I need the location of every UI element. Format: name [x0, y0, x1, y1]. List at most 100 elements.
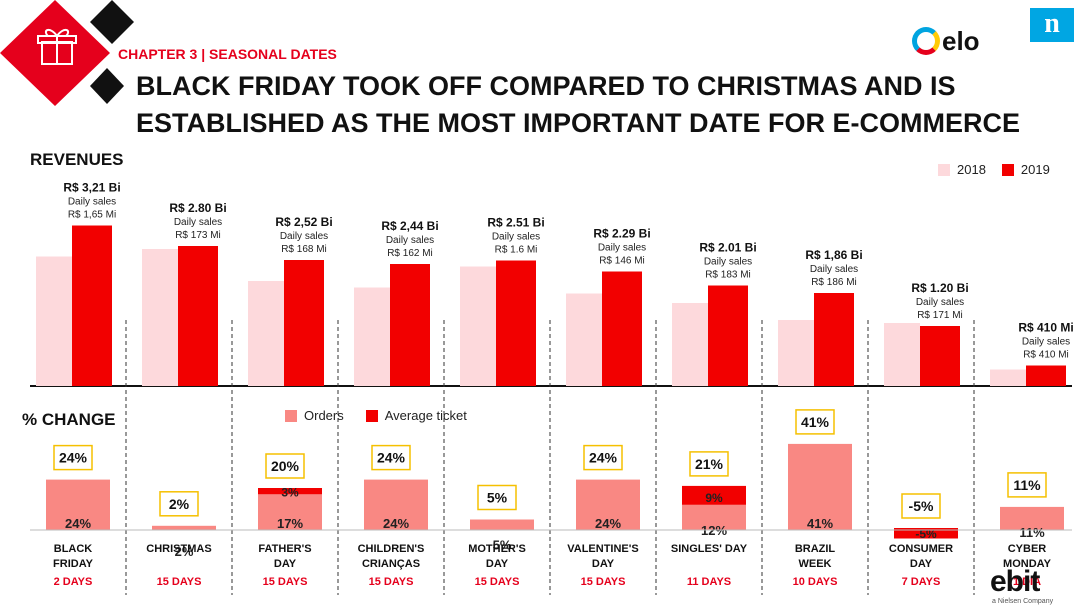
- orders-bar-label: 11%: [1019, 525, 1045, 540]
- total-change-label: 24%: [377, 450, 406, 466]
- bar-2018: [142, 249, 178, 386]
- orders-bar-label: 2%: [175, 544, 194, 559]
- bar-2018: [354, 287, 390, 386]
- revenue-value-label: R$ 2,52 Bi: [275, 215, 332, 229]
- avg-ticket-bar: [894, 528, 958, 539]
- revenue-value-label: R$ 1.20 Bi: [911, 281, 968, 295]
- black-diamond-bottom: [90, 68, 124, 104]
- category-label-line2: DAY: [274, 558, 297, 570]
- revenue-value-label: R$ 2.51 Bi: [487, 216, 544, 230]
- total-change-label: 24%: [589, 450, 618, 466]
- total-change-box: [371, 444, 411, 471]
- bar-2018: [778, 320, 814, 386]
- total-change-label: 41%: [801, 414, 830, 430]
- bar-2018: [672, 303, 708, 386]
- revenue-value-label: R$ 1,86 Bi: [805, 248, 862, 262]
- legend-swatch-2018: [938, 163, 950, 176]
- legend-orders: Orders: [304, 408, 344, 423]
- daily-sales-value: R$ 171 Mi: [917, 310, 963, 321]
- total-change-box: [689, 451, 729, 477]
- bar-2018: [990, 369, 1026, 386]
- orders-bar: [46, 479, 110, 530]
- daily-sales-value: R$ 1.6 Mi: [495, 245, 538, 256]
- daily-sales-value: R$ 183 Mi: [705, 270, 751, 281]
- bar-2018: [566, 293, 602, 386]
- orders-bar: [788, 443, 852, 530]
- page-title: BLACK FRIDAY TOOK OFF COMPARED TO CHRIST…: [136, 71, 1020, 138]
- daily-sales-label: Daily sales: [916, 297, 964, 308]
- bar-2019: [920, 326, 960, 386]
- total-change-label: 11%: [1013, 477, 1041, 493]
- orders-bar: [1000, 506, 1064, 530]
- daily-sales-label: Daily sales: [174, 217, 222, 228]
- bar-2018: [248, 281, 284, 386]
- bar-2018: [460, 266, 496, 386]
- total-change-label: 21%: [695, 456, 724, 472]
- total-change-label: 5%: [487, 490, 508, 506]
- daily-sales-value: R$ 168 Mi: [281, 244, 327, 255]
- category-days-label: 15 DAYS: [369, 576, 414, 588]
- category-label-line1: FATHER'S: [258, 543, 311, 555]
- legend-2019: 2019: [1020, 162, 1050, 177]
- avg-ticket-bar: [682, 485, 746, 505]
- bar-2019: [602, 271, 642, 386]
- avg-ticket-bar: [258, 488, 322, 495]
- daily-sales-value: R$ 1,65 Mi: [68, 210, 116, 221]
- ebit-logo-sub: a Nielsen Company: [992, 598, 1054, 605]
- orders-bar: [576, 479, 640, 530]
- category-label-line1: VALENTINE'S: [567, 543, 638, 555]
- elo-ring-icon: [912, 27, 940, 55]
- category-label-line1: BLACK: [54, 543, 93, 555]
- category-label-line2: DAY: [592, 558, 615, 570]
- total-change-box: [477, 484, 517, 511]
- total-change-label: 2%: [169, 496, 190, 512]
- category-label-line1: CHRISTMAS: [146, 543, 211, 555]
- black-diamond-top: [90, 0, 134, 44]
- avg-ticket-bar-label: -5%: [915, 527, 937, 541]
- bar-2019: [72, 225, 112, 386]
- bar-2019: [178, 246, 218, 386]
- category-days-label: 15 DAYS: [581, 576, 626, 588]
- total-change-box: [159, 491, 199, 517]
- bar-2019: [284, 260, 324, 386]
- total-change-box: [901, 493, 941, 519]
- revenue-value-label: R$ 410 Mi: [1018, 321, 1073, 335]
- total-change-box: [53, 444, 93, 471]
- daily-sales-label: Daily sales: [68, 197, 116, 208]
- orders-bar: [470, 519, 534, 530]
- orders-bar-label: 17%: [277, 516, 303, 531]
- daily-sales-label: Daily sales: [810, 264, 858, 275]
- revenue-value-label: R$ 3,21 Bi: [63, 181, 120, 195]
- total-change-box: [795, 409, 835, 435]
- category-label-line2: FRIDAY: [53, 558, 94, 570]
- category-label-line1: CHILDREN'S: [358, 543, 425, 555]
- bar-2019: [1026, 365, 1066, 386]
- bar-2018: [36, 256, 72, 386]
- category-label-line2: WEEK: [799, 558, 832, 570]
- legend-swatch-avg-ticket: [365, 409, 378, 422]
- daily-sales-value: R$ 186 Mi: [811, 277, 857, 288]
- total-change-label: 24%: [59, 450, 88, 466]
- bar-2019: [496, 260, 536, 386]
- category-label-line1: CONSUMER: [889, 543, 953, 555]
- bar-2019: [390, 264, 430, 386]
- bar-2018: [884, 323, 920, 386]
- orders-bar: [364, 479, 428, 530]
- category-label-line1: CYBER: [1008, 543, 1047, 555]
- legend-avg-ticket: Average ticket: [384, 408, 467, 423]
- category-days-label: 15 DAYS: [263, 576, 308, 588]
- category-label-line2: CRIANÇAS: [362, 558, 420, 570]
- category-label-line1: SINGLES' DAY: [671, 543, 748, 555]
- category-days-label: 11 DAYS: [687, 576, 731, 588]
- legend-swatch-2019: [1001, 163, 1014, 176]
- daily-sales-label: Daily sales: [492, 232, 540, 243]
- total-change-label: -5%: [909, 498, 934, 514]
- bar-2019: [814, 293, 854, 386]
- orders-bar-label: 24%: [595, 516, 621, 531]
- category-days-label: 1 DIA: [1013, 576, 1041, 588]
- legend-2018: 2018: [957, 162, 986, 177]
- gift-icon: [37, 29, 77, 65]
- category-days-label: 10 DAYS: [793, 576, 838, 588]
- revenue-value-label: R$ 2,44 Bi: [381, 219, 438, 233]
- avg-ticket-bar-label: 3%: [281, 485, 299, 499]
